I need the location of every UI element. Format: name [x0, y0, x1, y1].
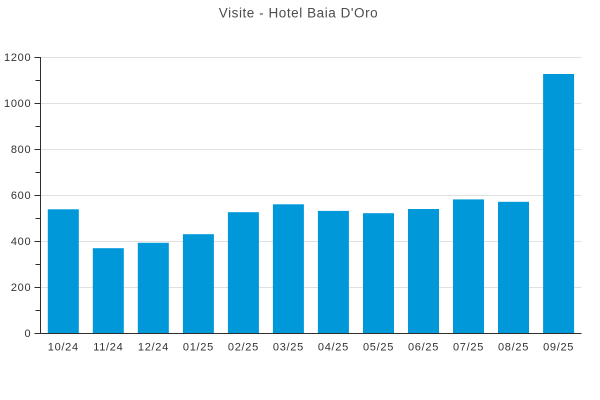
svg-text:0: 0 — [24, 328, 31, 340]
svg-text:1000: 1000 — [4, 98, 31, 110]
svg-text:600: 600 — [11, 190, 31, 202]
svg-text:11/24: 11/24 — [93, 342, 123, 354]
svg-text:10/24: 10/24 — [48, 342, 79, 354]
svg-text:08/25: 08/25 — [498, 342, 529, 354]
svg-text:07/25: 07/25 — [453, 342, 484, 354]
svg-text:800: 800 — [11, 144, 31, 156]
svg-text:400: 400 — [11, 236, 31, 248]
svg-text:01/25: 01/25 — [183, 342, 214, 354]
svg-text:03/25: 03/25 — [273, 342, 304, 354]
svg-text:02/25: 02/25 — [228, 342, 259, 354]
svg-text:1200: 1200 — [4, 52, 31, 64]
svg-text:06/25: 06/25 — [408, 342, 439, 354]
svg-text:04/25: 04/25 — [318, 342, 349, 354]
svg-text:05/25: 05/25 — [363, 342, 394, 354]
svg-text:09/25: 09/25 — [543, 342, 574, 354]
svg-text:200: 200 — [11, 282, 31, 294]
svg-text:Visite - Hotel Baia D'Oro: Visite - Hotel Baia D'Oro — [219, 5, 378, 20]
svg-text:12/24: 12/24 — [138, 342, 169, 354]
